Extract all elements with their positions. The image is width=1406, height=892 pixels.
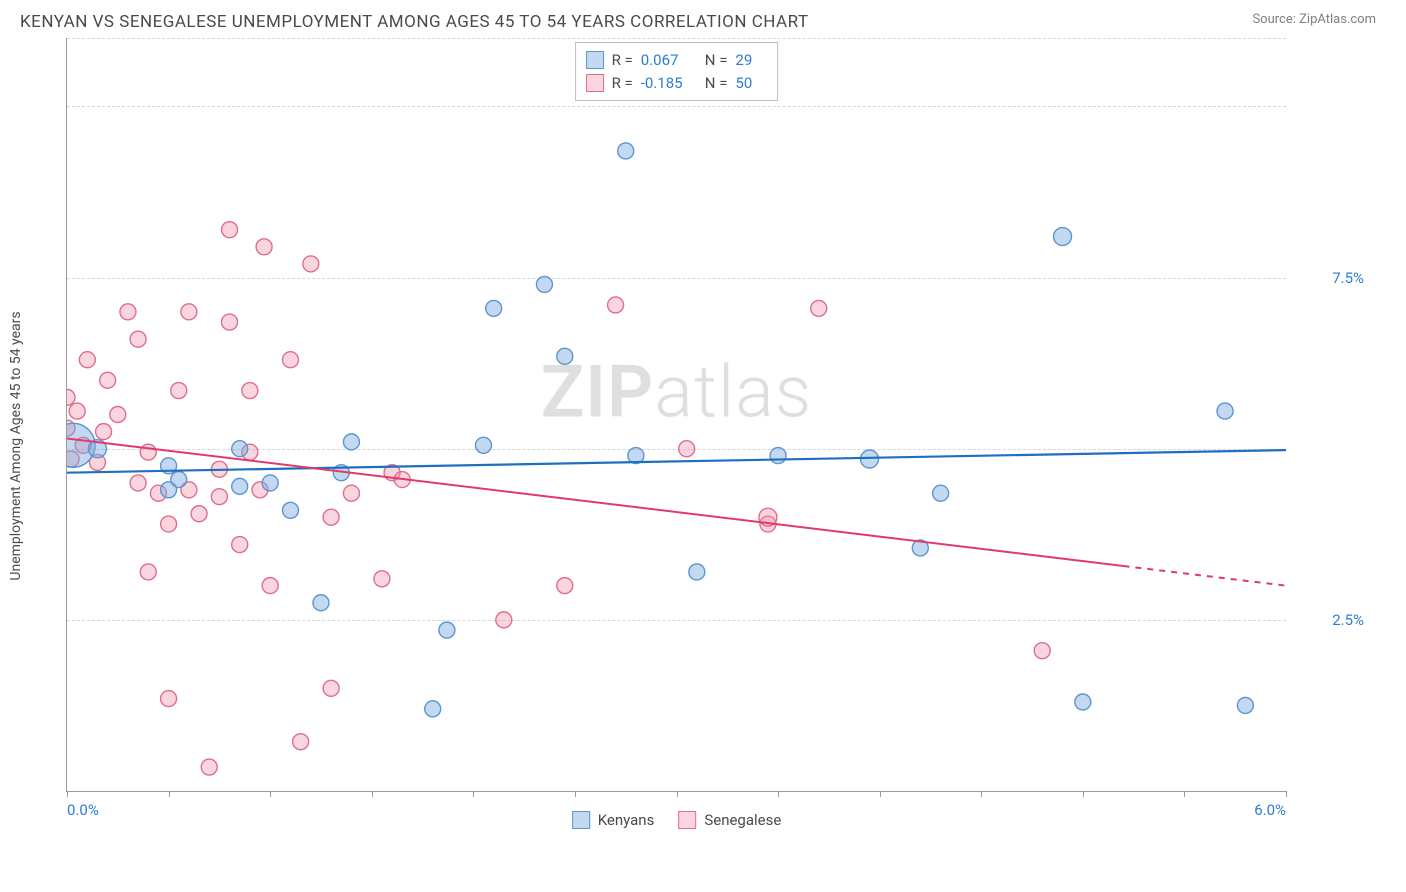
x-tick-label: 0.0%: [67, 801, 99, 819]
x-tick: [981, 791, 982, 797]
x-tick: [1286, 791, 1287, 797]
chart-area: Unemployment Among Ages 45 to 54 years Z…: [56, 38, 1376, 838]
x-tick: [169, 791, 170, 797]
n-label: N =: [705, 72, 728, 95]
swatch-senegalese: [678, 811, 696, 829]
x-tick: [270, 791, 271, 797]
stats-legend: R = 0.067 N = 29 R = -0.185 N = 50: [575, 42, 779, 101]
stats-row-senegalese: R = -0.185 N = 50: [586, 72, 764, 95]
x-tick: [778, 791, 779, 797]
legend-label: Kenyans: [598, 811, 655, 829]
swatch-kenyans: [572, 811, 590, 829]
legend-item-kenyans: Kenyans: [572, 811, 655, 829]
n-value: 29: [735, 49, 763, 72]
x-tick: [67, 791, 68, 797]
source-label: Source:: [1252, 12, 1295, 27]
x-tick: [473, 791, 474, 797]
x-tick: [1184, 791, 1185, 797]
legend-item-senegalese: Senegalese: [678, 811, 781, 829]
legend-label: Senegalese: [704, 811, 781, 829]
x-tick: [677, 791, 678, 797]
y-tick-label: 2.5%: [1294, 611, 1364, 629]
r-value: 0.067: [641, 49, 697, 72]
x-tick: [372, 791, 373, 797]
swatch-kenyans: [586, 51, 604, 69]
y-axis-label: Unemployment Among Ages 45 to 54 years: [8, 311, 24, 580]
x-tick-label: 6.0%: [1254, 801, 1286, 819]
swatch-senegalese: [586, 74, 604, 92]
x-tick: [1083, 791, 1084, 797]
source-credit: Source: ZipAtlas.com: [1252, 12, 1376, 27]
trend-lines-layer: [67, 38, 1286, 791]
n-label: N =: [705, 49, 728, 72]
page-title: KENYAN VS SENEGALESE UNEMPLOYMENT AMONG …: [20, 12, 809, 32]
source-value: ZipAtlas.com: [1299, 12, 1376, 27]
r-label: R =: [612, 49, 633, 72]
trend-line-extrapolated: [1123, 566, 1286, 586]
r-value: -0.185: [641, 72, 697, 95]
stats-row-kenyans: R = 0.067 N = 29: [586, 49, 764, 72]
header: KENYAN VS SENEGALESE UNEMPLOYMENT AMONG …: [0, 0, 1406, 38]
series-legend: Kenyans Senegalese: [572, 811, 782, 829]
trend-line: [67, 438, 1123, 566]
x-tick: [880, 791, 881, 797]
x-tick: [575, 791, 576, 797]
n-value: 50: [735, 72, 763, 95]
y-tick-label: 7.5%: [1294, 269, 1364, 287]
r-label: R =: [612, 72, 633, 95]
plot-region: ZIPatlas R = 0.067 N = 29 R = -0.185 N =…: [66, 38, 1286, 792]
